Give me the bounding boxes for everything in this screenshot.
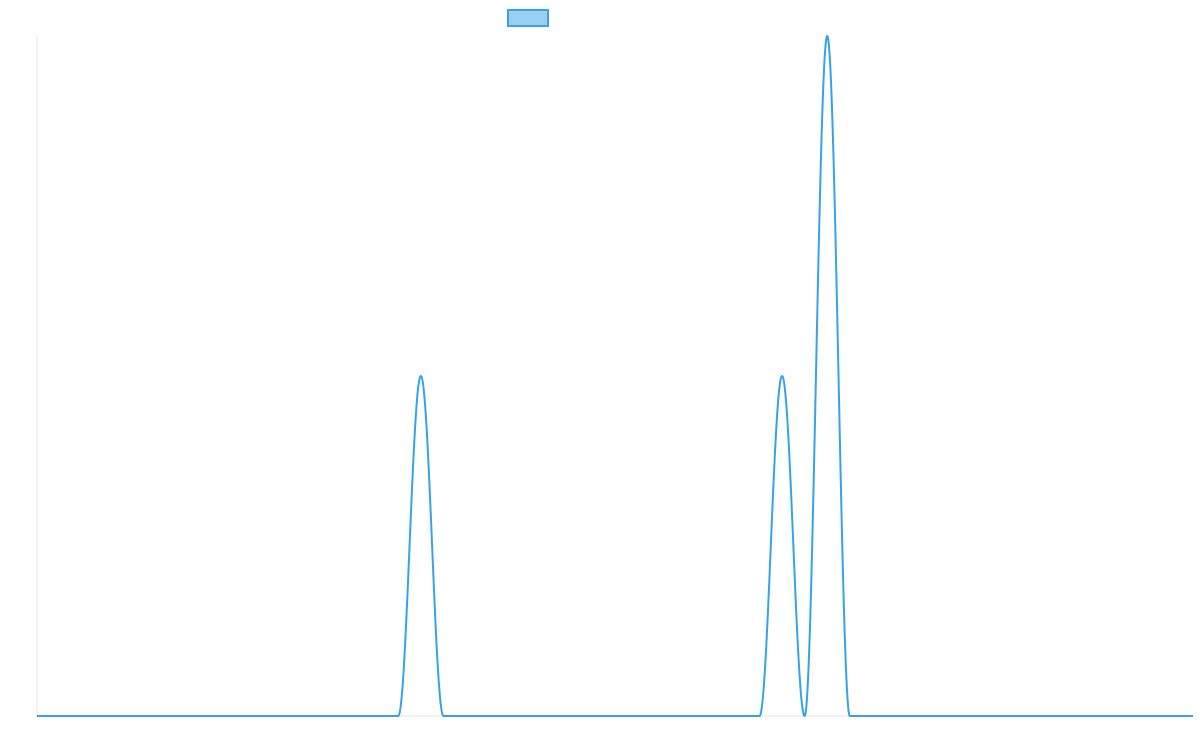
legend-swatch[interactable] [507, 9, 549, 27]
series-line [37, 35, 1193, 717]
legend[interactable] [507, 9, 549, 27]
